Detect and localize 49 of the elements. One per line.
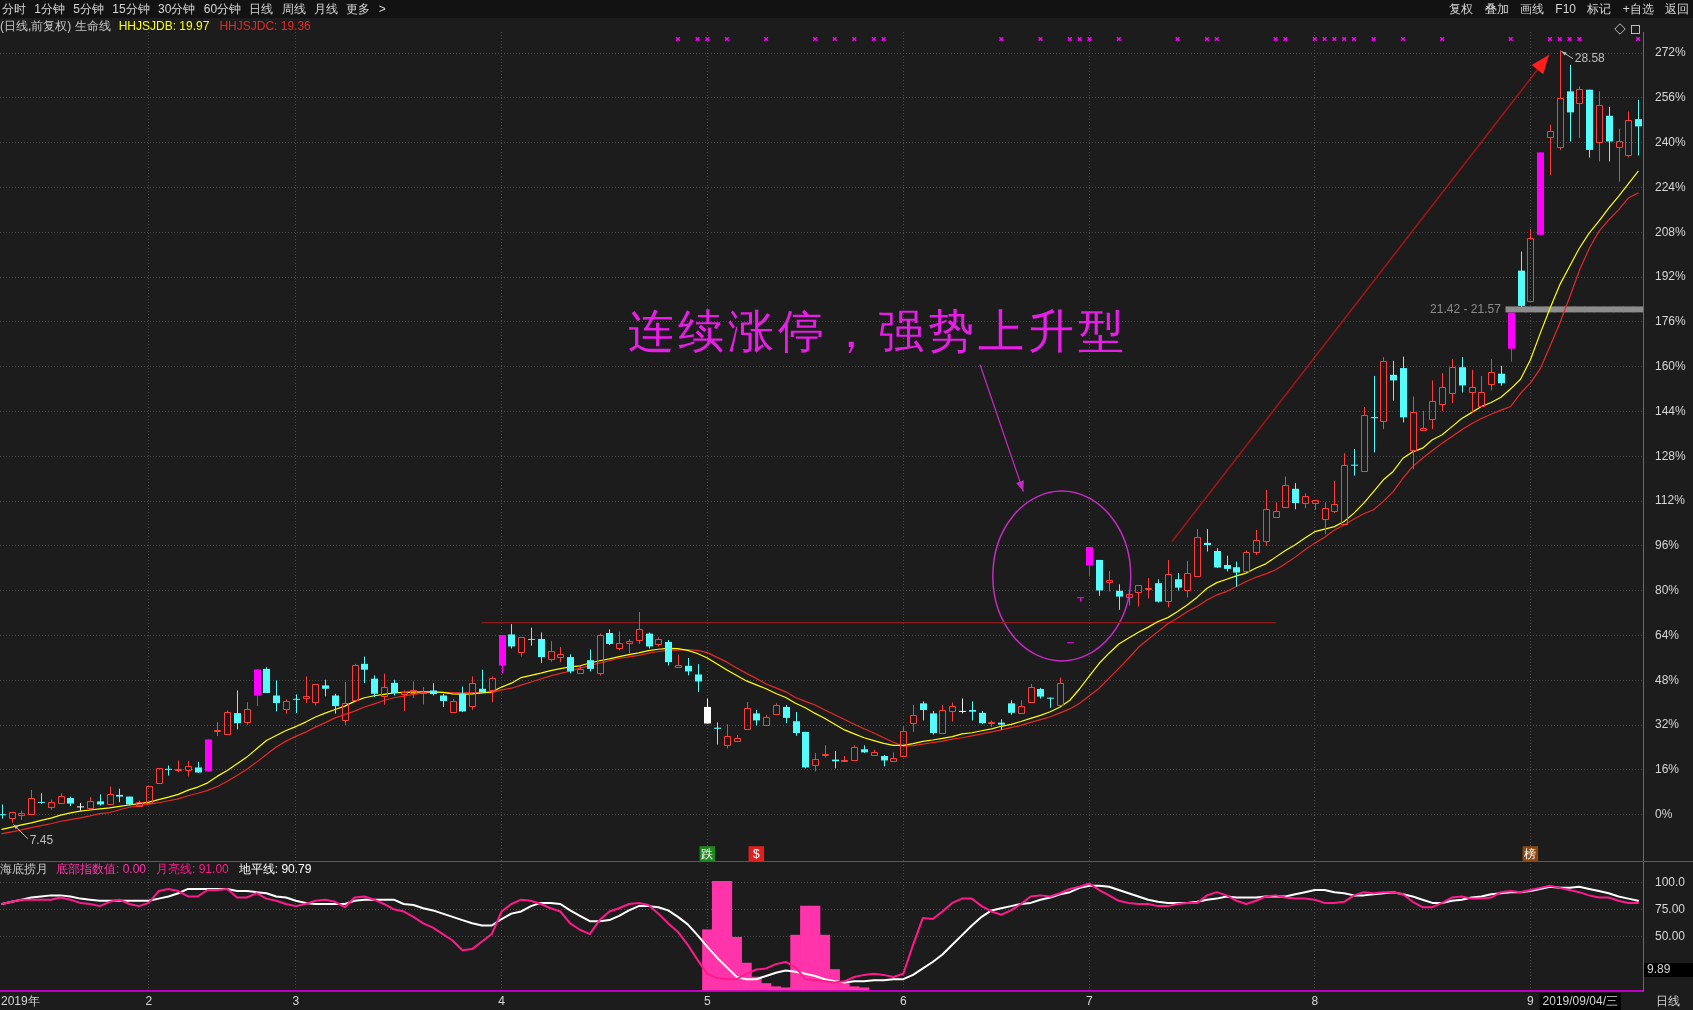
text: 9.89 [1647,962,1671,977]
data-label: 跌 [701,847,714,862]
text: 2019/09/04/三 [1542,993,1618,1008]
text: 分时 1分钟 5分钟 15分钟 30分钟 60分钟 日线 周线 月线 更多 > [2,1,386,18]
annotation: 7.45 [29,832,54,847]
y-tick-label: 100.0 [1655,874,1686,889]
y-tick-label: 112% [1655,493,1686,508]
chart-title: 海底捞月 [0,862,48,876]
y-tick-label: 32% [1655,717,1680,732]
text: 日线 [1656,993,1680,1008]
text: 复权 叠加 画线 F10 标记 +自选 返回 [1449,1,1689,18]
x-tick-label: 9 [1526,993,1534,1008]
y-tick-label: 16% [1655,762,1680,777]
y-tick-label: 128% [1655,448,1687,463]
y-tick-label: 144% [1655,403,1687,418]
data-label: 榜 [1524,847,1537,862]
y-tick-label: 50.00 [1655,928,1686,943]
text: HHJSJDB: 19.97 [118,19,210,33]
series-label: 月亮线: 91.00 [156,862,229,876]
x-tick-label: 3 [292,993,300,1008]
x-tick-label: 4 [498,993,506,1008]
y-tick-label: 96% [1655,538,1680,553]
y-tick-label: 64% [1655,627,1680,642]
data-label: $ [752,847,760,862]
y-tick-label: 256% [1655,90,1687,105]
y-tick-label: 208% [1655,224,1687,239]
y-tick-label: 240% [1655,134,1687,149]
x-tick-label: 7 [1086,993,1094,1008]
x-tick-label: 5 [703,993,711,1008]
y-tick-label: 75.00 [1655,901,1686,916]
series-label: 地平线: 90.79 [238,862,312,876]
y-tick-label: 272% [1655,45,1687,60]
text: 2019年 [1,993,40,1008]
y-tick-label: 0% [1655,807,1673,822]
x-tick-label: 8 [1311,993,1319,1008]
y-tick-label: 48% [1655,672,1680,687]
annotation: 28.58 [1574,50,1606,65]
y-tick-label: 224% [1655,179,1687,194]
text: 底部指数值: 0.00 [56,862,147,876]
y-tick-label: 176% [1655,314,1687,329]
series-label: 21.42 - 21.57 [1430,301,1502,316]
y-tick-label: 80% [1655,583,1680,598]
x-tick-label: 2 [145,993,153,1008]
y-tick-label: 160% [1655,358,1687,373]
text: HHJSJDC: 19.36 [219,19,311,33]
y-tick-label: 192% [1655,269,1687,284]
chart-title: (日线,前复权) 生命线 [0,19,111,33]
x-tick-label: 6 [899,993,907,1008]
annotation: 连续涨停，强势上升型 [627,304,1128,357]
